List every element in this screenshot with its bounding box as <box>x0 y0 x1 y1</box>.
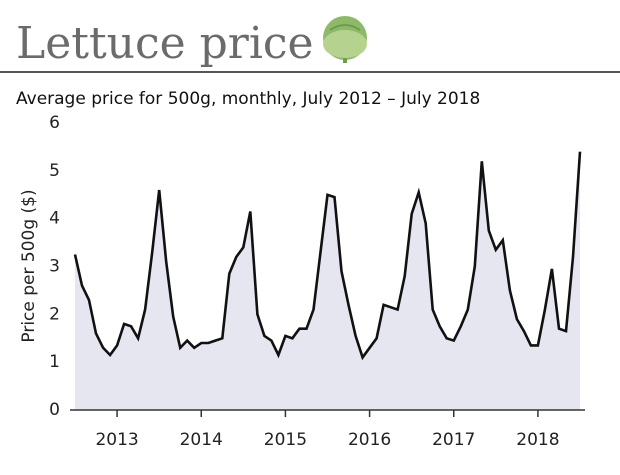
x-tick-label: 2017 <box>432 430 475 450</box>
y-tick-label: 4 <box>49 209 60 229</box>
y-tick-label: 1 <box>49 352 60 372</box>
line <box>73 151 582 361</box>
chart-title: Lettuce price <box>16 18 314 69</box>
y-tick-label: 6 <box>49 113 60 133</box>
x-tick-label: 2018 <box>516 430 559 450</box>
y-tick-label: 2 <box>49 304 60 324</box>
x-tick-label: 2016 <box>348 430 391 450</box>
y-tick-label: 0 <box>49 400 60 420</box>
y-tick-label: 5 <box>49 161 60 181</box>
x-tick-label: 2013 <box>95 430 138 450</box>
x-tick-label: 2014 <box>180 430 223 450</box>
y-axis-label: Price per 500g ($) <box>19 189 39 342</box>
y-tick-label: 3 <box>49 257 60 277</box>
chart-subtitle: Average price for 500g, monthly, July 20… <box>16 89 480 109</box>
lettuce-icon <box>323 16 367 63</box>
x-tick-label: 2015 <box>264 430 307 450</box>
area <box>75 151 580 410</box>
